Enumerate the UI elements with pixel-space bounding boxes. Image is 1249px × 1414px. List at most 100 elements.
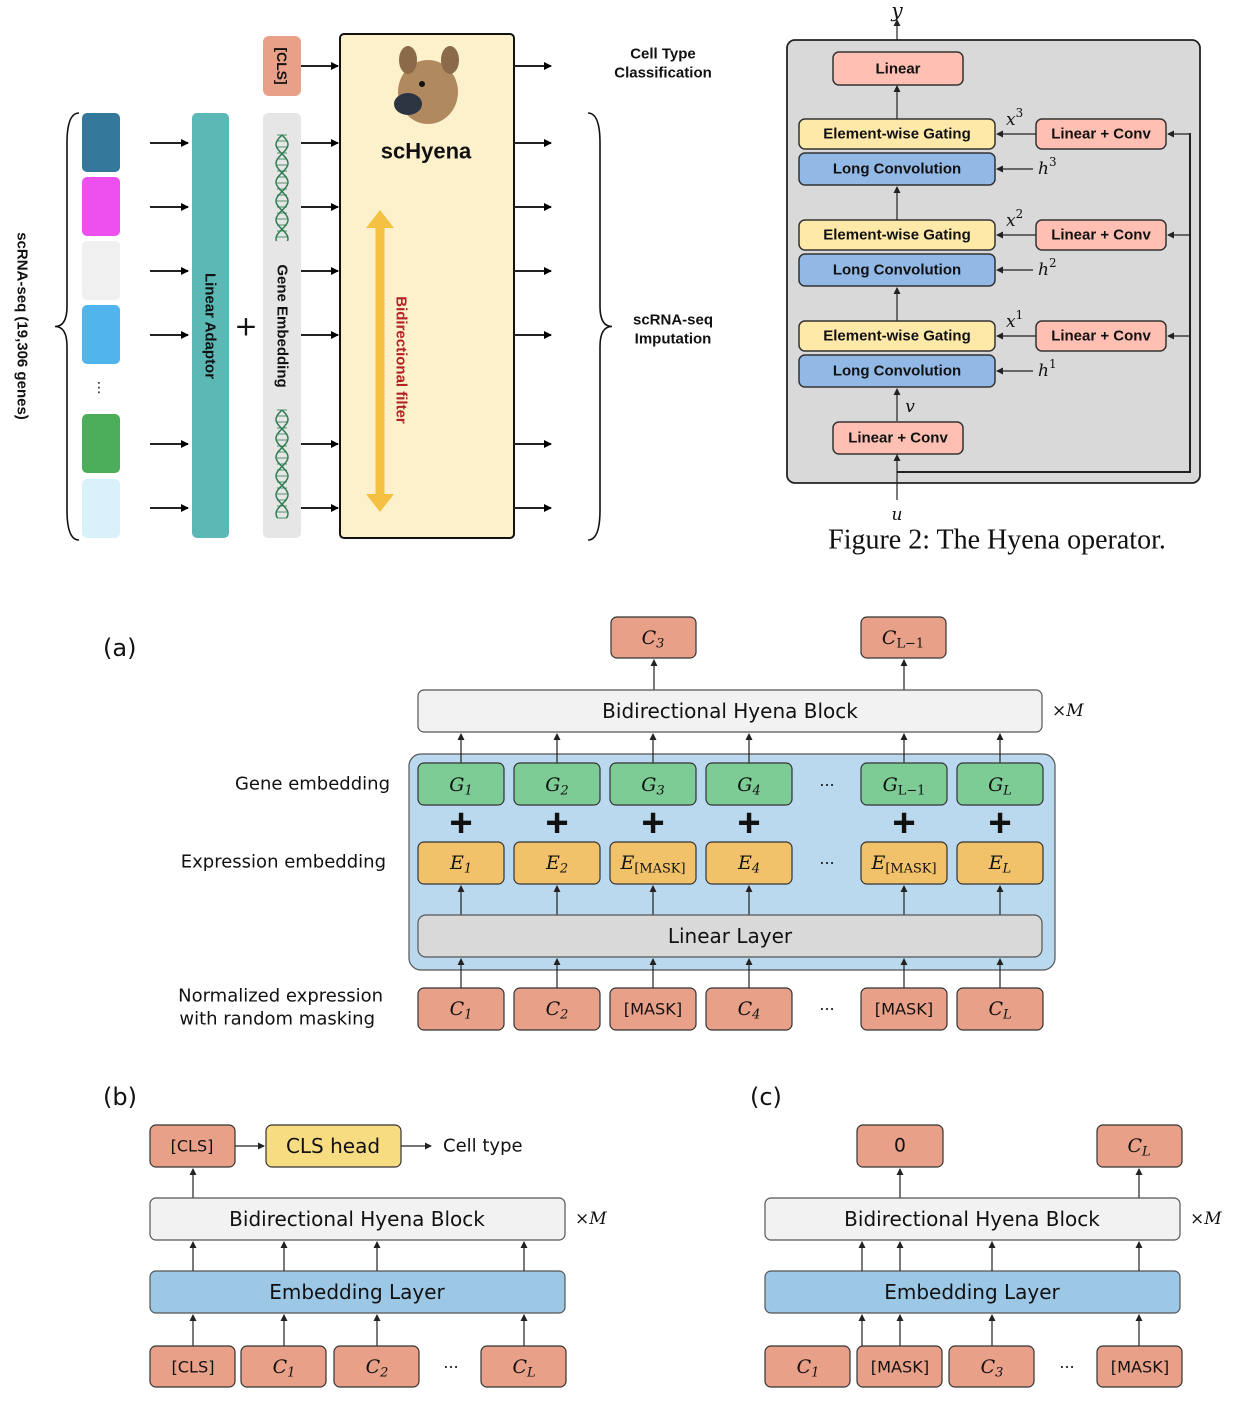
panel-b-label: (b) (103, 1083, 137, 1111)
linear-adaptor-bar (192, 113, 229, 538)
token-subscript: 2 (379, 1365, 388, 1380)
gene-embedding-token (513, 762, 601, 806)
plus-sign: + (641, 801, 664, 845)
token-subscript: 1 (464, 861, 472, 876)
gene-embedding-label: Gene Embedding (274, 264, 291, 387)
h-variable: h1 (1038, 357, 1057, 381)
token-base: G (641, 774, 656, 796)
block-label: Bidirectional Hyena Block (602, 699, 858, 723)
input-variable-u: u (892, 505, 903, 525)
v-variable: v (905, 397, 915, 417)
left-brace (54, 112, 80, 541)
token-subscript: 1 (287, 1365, 295, 1380)
input-token-box (1096, 1345, 1183, 1388)
long-convolution-label: Long Convolution (833, 262, 961, 279)
bidirectional-arrow-head-up (366, 210, 394, 228)
token-subscript: 4 (751, 1007, 760, 1022)
token-base: C (981, 1356, 996, 1378)
cls-token-label: [CLS] (274, 47, 290, 84)
var-superscript: 3 (1049, 155, 1057, 169)
expr-token-label: EL (988, 852, 1011, 876)
ellipsis: ··· (819, 1000, 834, 1019)
linear-layer (417, 914, 1043, 958)
token-subscript: L (1002, 1007, 1012, 1022)
expr-token-label: E[MASK] (620, 852, 686, 876)
input-token-label: CL (988, 998, 1011, 1022)
output-token: 0 (894, 1136, 906, 1157)
token-subscript: L−1 (896, 636, 924, 651)
right-brace (587, 112, 613, 541)
linear-conv-label: Linear + Conv (1051, 328, 1151, 345)
token-base: C (988, 998, 1003, 1020)
gene-embedding-bar (263, 113, 301, 538)
token-subscript: L (526, 1365, 536, 1380)
gene-expression-block (82, 414, 120, 473)
expression-embedding-token (513, 841, 601, 885)
gene-embedding-token (860, 762, 948, 806)
long-convolution-label: Long Convolution (833, 363, 961, 380)
var-superscript: 2 (1049, 256, 1057, 270)
input-token-box (856, 1345, 943, 1388)
token-base: C (450, 998, 465, 1020)
random-masking-label: with random masking (179, 1009, 375, 1030)
input-token-label: [MASK] (624, 1000, 682, 1019)
var-superscript: 3 (1016, 106, 1024, 120)
var-superscript: 2 (1016, 207, 1024, 221)
token-subscript: L (1141, 1144, 1151, 1159)
token-base: E (871, 852, 886, 874)
token-subscript: 1 (464, 1007, 472, 1022)
expression-embedding-token (860, 841, 948, 885)
token-base: C (273, 1356, 288, 1378)
dna-icon (275, 134, 289, 242)
embedding-layer-label: Embedding Layer (884, 1280, 1060, 1304)
input-token-label: C1 (273, 1356, 296, 1380)
input-token-box (149, 1345, 236, 1388)
bidirectional-hyena-block (417, 689, 1043, 733)
token-subscript: 2 (559, 1007, 568, 1022)
embedding-layer (764, 1270, 1181, 1314)
input-token-label: [MASK] (875, 1000, 933, 1019)
expr-token-label: E2 (545, 852, 568, 876)
token-base: E (620, 852, 635, 874)
linear-conv-label: Linear + Conv (1051, 227, 1151, 244)
token-subscript: [MASK] (634, 861, 685, 876)
plus-sign: + (234, 310, 257, 343)
var-base: h (1038, 361, 1049, 381)
repeat-label: ×M (1190, 1209, 1222, 1229)
ellipsis: ··· (1059, 1358, 1074, 1377)
token-base: C (512, 1356, 527, 1378)
var-superscript: 1 (1049, 357, 1057, 371)
gene-embedding-token (956, 762, 1044, 806)
cls-token-box (263, 36, 301, 96)
input-token-label: C1 (450, 998, 473, 1022)
linear-conv-label: Linear + Conv (1051, 126, 1151, 143)
output-token: C3 (642, 627, 665, 651)
bidirectional-arrow-head-down (366, 494, 394, 512)
expr-token-label: E1 (449, 852, 472, 876)
gene-embedding-token (705, 762, 793, 806)
gene-expression-block (82, 241, 120, 300)
token-base: C (797, 1356, 812, 1378)
plus-sign: + (449, 801, 472, 845)
expression-embedding-token (417, 841, 505, 885)
token-base: E (737, 852, 752, 874)
block-label: Bidirectional Hyena Block (844, 1207, 1100, 1231)
input-token-box (240, 1345, 327, 1388)
token-subscript: 4 (751, 783, 760, 798)
long-convolution-box (798, 152, 996, 186)
token-base: C (366, 1356, 381, 1378)
repeat-label: ×M (1052, 701, 1084, 721)
var-base: h (1038, 159, 1049, 179)
ellipsis: ⋮ (92, 380, 106, 396)
h-variable: h3 (1038, 155, 1057, 179)
gene-embedding-token (417, 762, 505, 806)
token-subscript: 3 (656, 783, 664, 798)
linear-adaptor-label: Linear Adaptor (202, 273, 219, 379)
gene-token-label: G3 (641, 774, 664, 798)
token-base: G (449, 774, 464, 796)
token-subscript: 3 (995, 1365, 1003, 1380)
element-wise-gating-label: Element-wise Gating (823, 227, 971, 244)
token-base: C (882, 627, 897, 649)
output-token-box (860, 616, 947, 659)
input-token-label: [MASK] (871, 1358, 929, 1377)
